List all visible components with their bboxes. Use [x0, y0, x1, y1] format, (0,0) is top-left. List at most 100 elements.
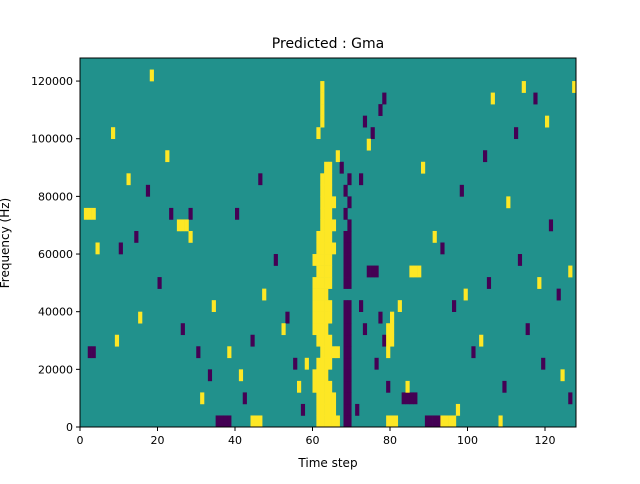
heatmap-cell: [335, 415, 340, 428]
heatmap-cell: [537, 277, 542, 289]
heatmap-cell: [324, 311, 329, 324]
heatmap-cell: [347, 403, 352, 416]
heatmap-cell: [328, 161, 333, 174]
heatmap-cell: [324, 161, 329, 174]
heatmap-cell: [188, 230, 193, 243]
heatmap-cell: [347, 265, 352, 278]
heatmap-cell: [157, 277, 162, 289]
heatmap-cell: [316, 288, 321, 301]
heatmap-cell: [223, 415, 228, 428]
heatmap-cell: [316, 323, 321, 336]
heatmap-cell: [370, 265, 375, 278]
heatmap-cell: [320, 81, 325, 93]
heatmap-cell: [328, 254, 333, 266]
heatmap-cell: [328, 300, 333, 312]
heatmap-cell: [328, 184, 333, 197]
heatmap-cell: [196, 346, 201, 359]
heatmap-cell: [316, 334, 321, 347]
heatmap-cell: [463, 288, 468, 301]
heatmap-cell: [541, 357, 546, 370]
heatmap-cell: [413, 265, 418, 278]
heatmap-cell: [324, 323, 329, 336]
heatmap-cell: [386, 334, 391, 347]
heatmap-cells: [83, 69, 577, 428]
heatmap-cell: [87, 207, 92, 220]
heatmap-cell: [320, 311, 325, 324]
heatmap-cell: [118, 242, 123, 255]
heatmap-cell: [514, 127, 519, 140]
heatmap-cell: [293, 357, 298, 370]
heatmap-cell: [347, 230, 352, 243]
chart-title: Predicted : Gma: [272, 36, 384, 52]
heatmap-cell: [339, 161, 344, 174]
heatmap-cell: [320, 380, 325, 393]
heatmap-cell: [347, 357, 352, 370]
heatmap-cell: [374, 357, 379, 370]
heatmap-cell: [347, 334, 352, 347]
heatmap-cell: [126, 173, 131, 186]
heatmap-cell: [324, 380, 329, 393]
heatmap-cell: [320, 357, 325, 370]
heatmap-cell: [138, 311, 143, 324]
heatmap-cell: [215, 415, 220, 428]
heatmap-cell: [320, 346, 325, 359]
heatmap-cell: [405, 392, 410, 405]
heatmap-cell: [560, 369, 565, 382]
heatmap-cell: [238, 369, 244, 382]
heatmap-cell: [316, 265, 321, 278]
heatmap-cell: [452, 300, 457, 312]
heatmap-cell: [448, 415, 453, 428]
heatmap-cell: [521, 81, 526, 93]
heatmap-cell: [343, 184, 348, 197]
heatmap-cell: [502, 380, 507, 393]
y-tick-label: 60000: [38, 248, 73, 261]
heatmap-cell: [572, 81, 577, 93]
x-tick-label: 40: [228, 434, 242, 447]
heatmap-cell: [343, 334, 348, 347]
heatmap-cell: [324, 369, 329, 382]
heatmap-cell: [545, 115, 550, 128]
heatmap-cell: [386, 323, 391, 336]
heatmap-cell: [331, 392, 337, 405]
heatmap-cell: [331, 346, 337, 359]
heatmap-cell: [169, 207, 174, 220]
heatmap-cell: [347, 196, 352, 209]
x-tick-label: 0: [77, 434, 84, 447]
heatmap-cell: [254, 415, 259, 428]
heatmap-cell: [324, 277, 329, 289]
heatmap-cell: [440, 415, 445, 428]
heatmap-cell: [370, 127, 375, 140]
heatmap-cell: [250, 415, 255, 428]
heatmap-cell: [312, 323, 317, 336]
heatmap-cell: [312, 254, 317, 266]
heatmap-cell: [343, 300, 348, 312]
heatmap-cell: [111, 127, 116, 140]
x-tick-label: 60: [306, 434, 320, 447]
heatmap-cell: [300, 403, 306, 416]
heatmap-cell: [343, 415, 348, 428]
plot-area: [79, 57, 577, 428]
heatmap-cell: [312, 380, 317, 393]
heatmap-cell: [227, 415, 232, 428]
heatmap-cell: [366, 138, 371, 151]
heatmap-cell: [452, 415, 457, 428]
heatmap-cell: [343, 380, 348, 393]
heatmap-cell: [386, 346, 391, 359]
heatmap-cell: [390, 334, 395, 347]
heatmap-cell: [312, 300, 317, 312]
heatmap-cell: [134, 230, 139, 243]
heatmap-cell: [409, 265, 414, 278]
heatmap-cell: [297, 380, 302, 393]
x-tick-label: 20: [151, 434, 165, 447]
heatmap-cell: [490, 92, 495, 105]
heatmap-cell: [347, 219, 352, 232]
heatmap-cell: [328, 380, 333, 393]
heatmap-cell: [362, 323, 368, 336]
x-tick-label: 120: [535, 434, 556, 447]
y-axis-label: Frequency (Hz): [0, 198, 12, 289]
x-tick-label: 100: [457, 434, 478, 447]
heatmap-cell: [316, 254, 321, 266]
heatmap-cell: [498, 415, 503, 428]
heatmap-cell: [390, 323, 395, 336]
heatmap-cell: [312, 288, 317, 301]
